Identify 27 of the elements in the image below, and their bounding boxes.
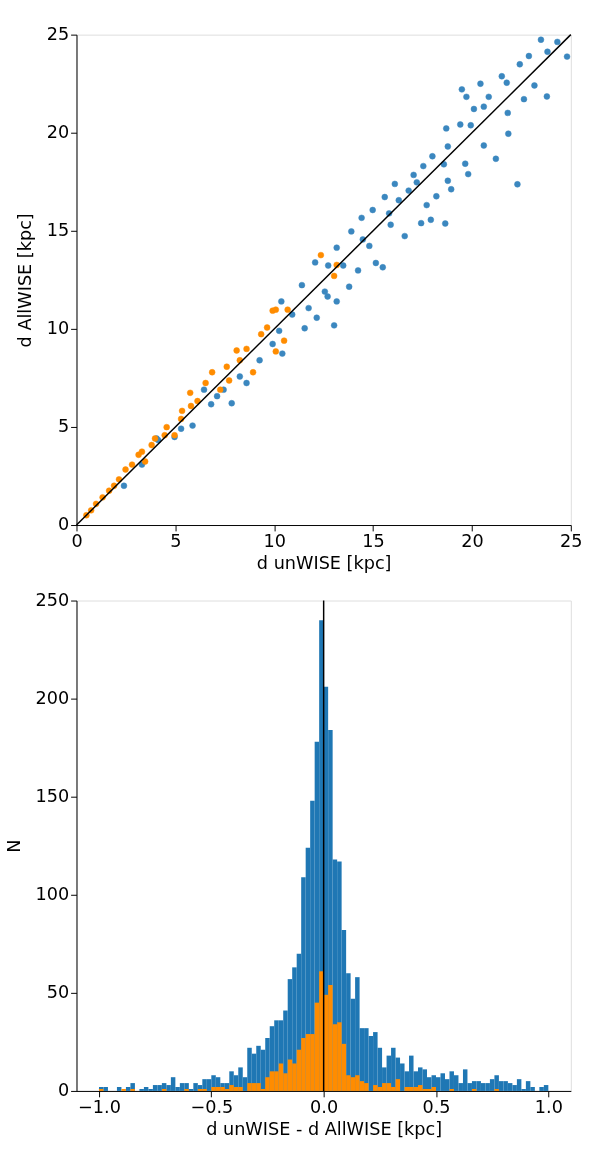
x-tick-label: 5 [170,531,182,552]
x-axis-title: d unWISE - d AllWISE [kpc] [206,1118,443,1139]
y-tick-label: 50 [46,982,70,1003]
y-axis-title: d AllWISE [kpc] [14,213,35,348]
x-tick-label: 1.0 [534,1097,563,1117]
x-tick-label: 0.5 [422,1097,451,1117]
x-tick-label: −1.0 [78,1097,121,1117]
y-tick-label: 20 [46,122,70,143]
y-tick-label: 250 [35,589,70,610]
y-tick-label: 5 [57,416,70,437]
x-tick-label: 15 [362,531,385,552]
y-tick-label: 150 [35,786,70,807]
x-tick-label: −0.5 [190,1097,234,1117]
y-tick-label: 10 [46,318,70,339]
y-tick-label: 0 [57,514,70,535]
x-axis-title: d unWISE [kpc] [256,552,392,573]
x-tick-label: 25 [560,531,583,552]
y-tick-label: 25 [46,24,70,45]
y-tick-label: 0 [57,1080,70,1101]
y-tick-label: 100 [35,884,70,905]
x-tick-label: 0 [71,531,83,552]
y-tick-label: 200 [35,688,70,709]
y-axis-title: N [3,839,24,853]
x-tick-label: 10 [263,531,286,552]
y-tick-label: 15 [46,220,70,241]
x-tick-label: 20 [461,531,484,552]
x-tick-label: 0.0 [310,1097,339,1117]
